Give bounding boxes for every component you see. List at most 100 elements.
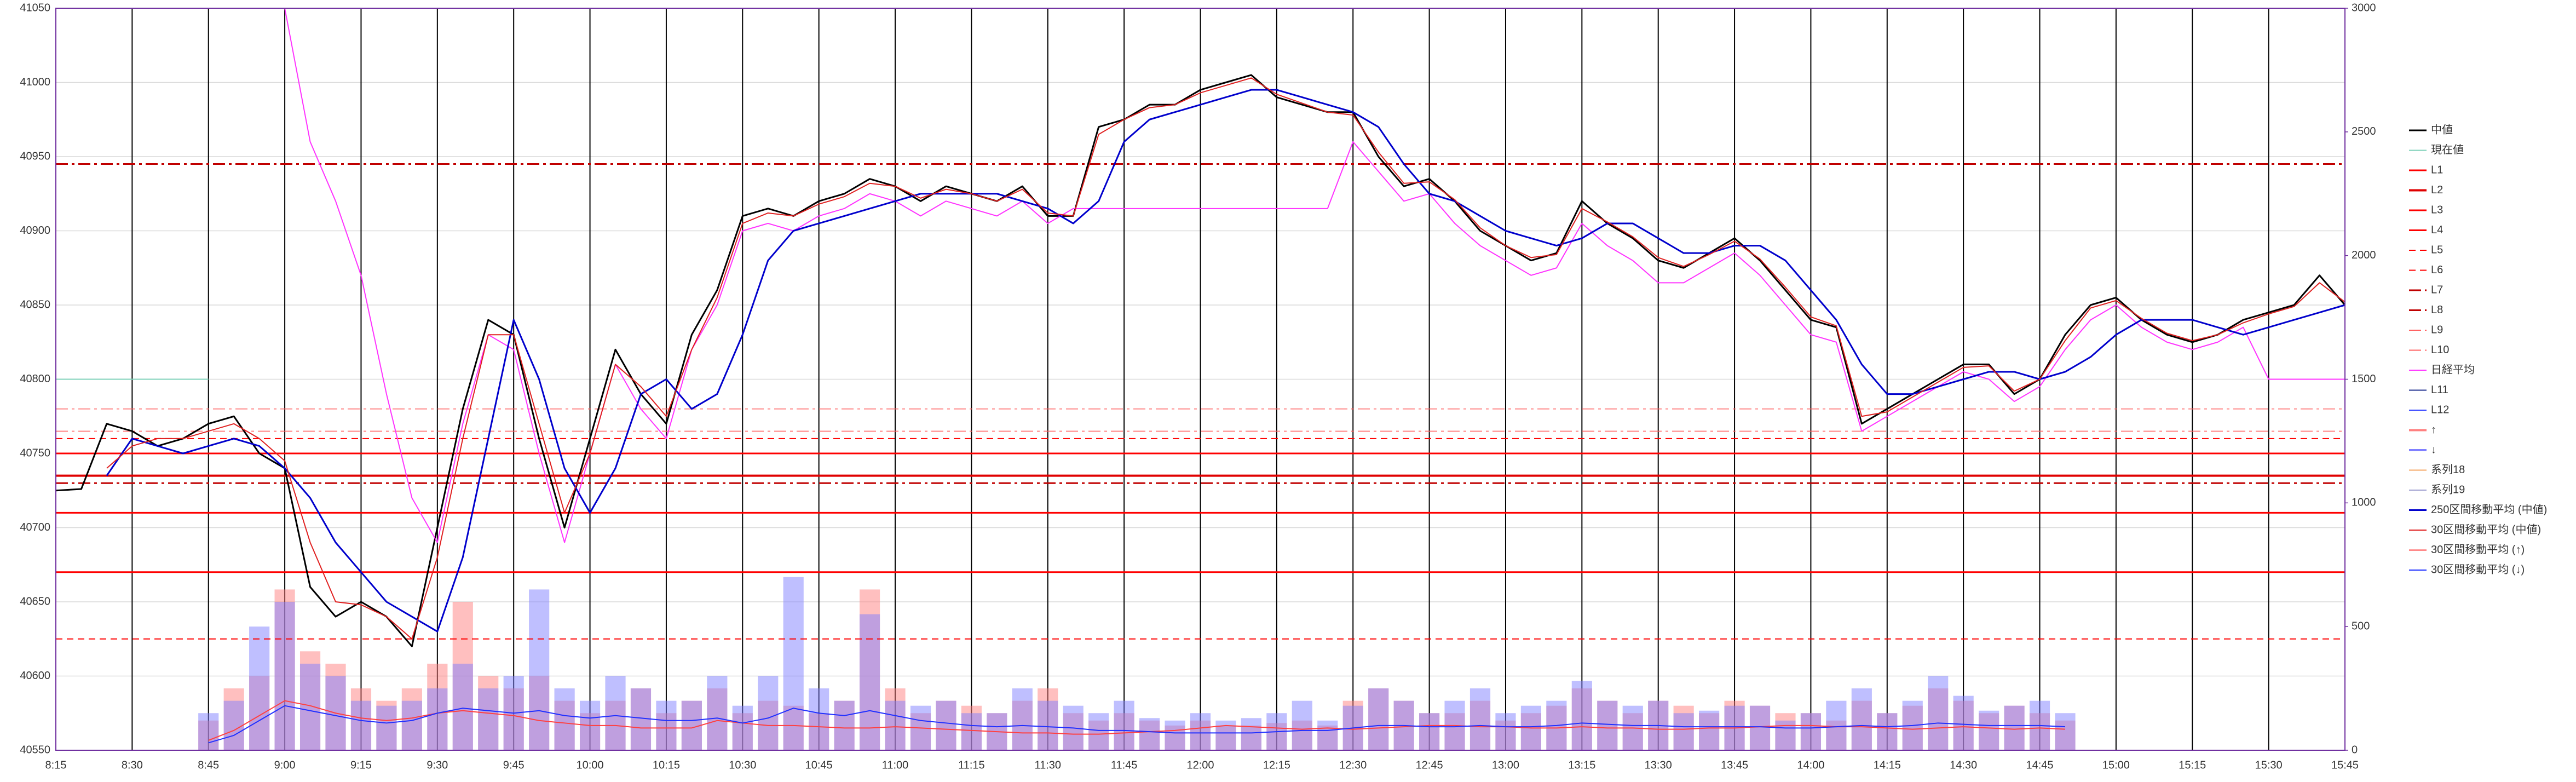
volume-bar xyxy=(1597,700,1618,750)
volume-bar xyxy=(376,705,397,750)
x-tick-label: 14:45 xyxy=(2026,759,2054,771)
x-tick-label: 10:30 xyxy=(729,759,756,771)
volume-bar xyxy=(2055,713,2076,750)
x-tick-label: 10:45 xyxy=(805,759,833,771)
legend-label: ↓ xyxy=(2431,444,2436,456)
legend-label: L6 xyxy=(2431,264,2443,276)
volume-bar xyxy=(1469,688,1491,750)
x-tick-label: 11:30 xyxy=(1034,759,1061,771)
x-tick-label: 9:30 xyxy=(427,759,448,771)
volume-bar xyxy=(834,700,855,750)
x-tick-label: 9:45 xyxy=(503,759,525,771)
volume-bar xyxy=(1800,713,1822,750)
volume-bar xyxy=(401,700,422,750)
x-tick-label: 15:45 xyxy=(2331,759,2359,771)
y2-tick-label: 2000 xyxy=(2352,249,2376,261)
plot-border xyxy=(55,8,2346,751)
legend-label: 系列19 xyxy=(2431,483,2465,496)
volume-bar xyxy=(350,700,372,750)
y2-tick-label: 1000 xyxy=(2352,497,2376,509)
x-tick-label: 13:45 xyxy=(1721,759,1748,771)
y-tick-label: 40650 xyxy=(20,595,50,607)
volume-bar xyxy=(1165,720,1185,750)
legend-label: L7 xyxy=(2431,284,2443,296)
x-tick-label: 15:00 xyxy=(2102,759,2130,771)
volume-bar xyxy=(1012,688,1033,750)
volume-bar xyxy=(249,626,270,750)
legend-label: L11 xyxy=(2431,384,2448,396)
series-line xyxy=(284,8,2345,543)
legend-label: 250区間移動平均 (中値) xyxy=(2431,503,2547,516)
volume-bar xyxy=(529,589,550,750)
volume-bar xyxy=(478,688,499,750)
legend-label: ↑ xyxy=(2431,424,2436,436)
series-line xyxy=(55,74,2346,647)
x-tick-label: 14:00 xyxy=(1797,759,1824,771)
x-tick-label: 11:45 xyxy=(1111,759,1138,771)
legend-label: 中値 xyxy=(2431,123,2453,136)
y2-tick-label: 0 xyxy=(2352,744,2358,756)
volume-bar xyxy=(1953,695,1974,750)
x-tick-label: 12:00 xyxy=(1186,759,1214,771)
x-tick-label: 13:00 xyxy=(1492,759,1519,771)
legend-label: 30区間移動平均 (↑) xyxy=(2431,543,2525,556)
x-tick-label: 13:30 xyxy=(1645,759,1672,771)
legend-label: L12 xyxy=(2431,404,2449,416)
x-tick-label: 12:30 xyxy=(1339,759,1367,771)
volume-bar xyxy=(1979,710,1999,750)
x-tick-label: 11:00 xyxy=(882,759,909,771)
volume-bar xyxy=(452,663,473,750)
x-tick-label: 14:30 xyxy=(1950,759,1977,771)
y2-tick-label: 3000 xyxy=(2352,2,2376,14)
legend-label: L3 xyxy=(2431,204,2443,216)
y-tick-label: 40700 xyxy=(20,521,50,533)
y-tick-label: 41000 xyxy=(20,76,50,88)
volume-bar xyxy=(1419,713,1440,750)
volume-bar xyxy=(1495,713,1516,750)
x-tick-label: 11:15 xyxy=(958,759,985,771)
legend-label: L8 xyxy=(2431,304,2443,316)
y-tick-label: 40950 xyxy=(20,150,50,162)
x-tick-label: 10:15 xyxy=(653,759,680,771)
volume-bar xyxy=(1699,710,1720,750)
legend-label: L10 xyxy=(2431,344,2449,356)
legend-label: L2 xyxy=(2431,184,2443,196)
series-line xyxy=(106,77,2346,640)
volume-bar xyxy=(1038,700,1058,750)
volume-bar xyxy=(427,688,448,750)
volume-bar xyxy=(1088,713,1109,750)
x-tick-label: 10:00 xyxy=(577,759,604,771)
y-tick-label: 40750 xyxy=(20,447,50,459)
x-tick-label: 9:00 xyxy=(274,759,296,771)
volume-bar xyxy=(1241,718,1261,750)
volume-bar xyxy=(198,713,219,750)
volume-bar xyxy=(1571,681,1592,750)
volume-bar xyxy=(1368,688,1389,750)
legend-label: 現在値 xyxy=(2431,143,2464,156)
x-tick-label: 15:30 xyxy=(2255,759,2283,771)
volume-bar xyxy=(1292,700,1312,750)
volume-bar xyxy=(707,676,728,750)
y2-tick-label: 1500 xyxy=(2352,373,2376,385)
volume-bar xyxy=(936,700,956,750)
volume-bar xyxy=(1190,713,1211,750)
volume-bar xyxy=(1317,720,1338,750)
x-tick-label: 9:15 xyxy=(350,759,372,771)
legend-label: L9 xyxy=(2431,324,2443,336)
volume-bar xyxy=(1826,700,1847,750)
x-tick-label: 8:45 xyxy=(198,759,219,771)
x-tick-label: 13:15 xyxy=(1568,759,1595,771)
volume-bar xyxy=(554,688,575,750)
volume-bar xyxy=(1139,718,1160,750)
volume-bar xyxy=(605,676,626,750)
x-tick-label: 8:15 xyxy=(45,759,67,771)
y-tick-label: 40900 xyxy=(20,225,50,237)
volume-bar xyxy=(299,663,321,750)
legend-label: L5 xyxy=(2431,244,2443,256)
y2-tick-label: 2500 xyxy=(2352,125,2376,137)
series-line xyxy=(208,705,2066,744)
volume-bar xyxy=(758,676,779,750)
volume-bar xyxy=(1673,713,1694,750)
volume-bar xyxy=(1877,713,1898,750)
